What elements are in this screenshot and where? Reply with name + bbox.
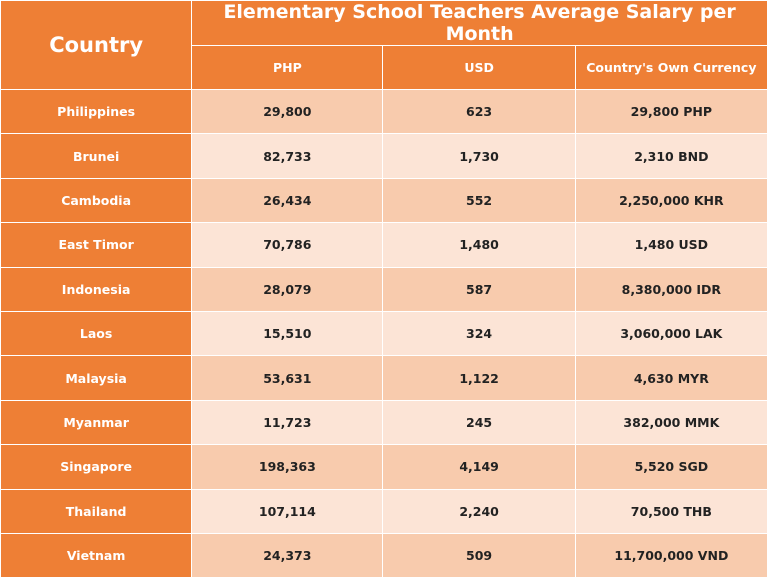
country-header: Country [0, 0, 193, 90]
country-cell: Myanmar [0, 399, 193, 446]
table-row: Indonesia 28,079 587 8,380,000 IDR [0, 266, 768, 312]
php-cell: 70,786 [191, 222, 384, 268]
table-row: Brunei 82,733 1,730 2,310 BND [0, 133, 768, 179]
country-cell: Indonesia [0, 266, 193, 312]
header-row: Country Elementary School Teachers Avera… [0, 0, 768, 90]
usd-cell: 4,149 [382, 444, 576, 490]
own-currency-cell: 1,480 USD [574, 222, 768, 268]
php-cell: 24,373 [191, 532, 384, 578]
country-cell: Cambodia [0, 177, 193, 224]
table-row: Vietnam 24,373 509 11,700,000 VND [0, 532, 768, 578]
usd-column-header: USD [382, 45, 576, 90]
own-currency-cell: 3,060,000 LAK [574, 310, 768, 357]
table-title: Elementary School Teachers Average Salar… [191, 0, 768, 46]
table-row: Cambodia 26,434 552 2,250,000 KHR [0, 177, 768, 224]
usd-cell: 509 [382, 532, 576, 578]
table-row: Singapore 198,363 4,149 5,520 SGD [0, 444, 768, 490]
php-cell: 198,363 [191, 444, 384, 490]
php-cell: 29,800 [191, 88, 384, 135]
usd-cell: 552 [382, 177, 576, 224]
subheader-row: PHP USD Country's Own Currency [1, 45, 768, 90]
own-currency-cell: 29,800 PHP [574, 88, 768, 135]
own-currency-cell: 11,700,000 VND [574, 532, 768, 578]
usd-cell: 1,122 [382, 355, 576, 401]
country-cell: Thailand [0, 488, 193, 534]
table-row: Myanmar 11,723 245 382,000 MMK [0, 399, 768, 446]
php-cell: 28,079 [191, 266, 384, 312]
country-cell: Vietnam [0, 532, 193, 578]
php-cell: 15,510 [191, 310, 384, 357]
own-currency-cell: 2,310 BND [574, 133, 768, 179]
php-cell: 53,631 [191, 355, 384, 401]
usd-cell: 1,730 [382, 133, 576, 179]
country-cell: Philippines [0, 88, 193, 135]
usd-cell: 587 [382, 266, 576, 312]
usd-cell: 324 [382, 310, 576, 357]
table-row: Thailand 107,114 2,240 70,500 THB [0, 488, 768, 534]
own-currency-cell: 70,500 THB [574, 488, 768, 534]
country-cell: Malaysia [0, 355, 193, 401]
usd-cell: 245 [382, 399, 576, 446]
table-row: Laos 15,510 324 3,060,000 LAK [0, 310, 768, 357]
own-currency-cell: 2,250,000 KHR [574, 177, 768, 224]
own-currency-cell: 8,380,000 IDR [574, 266, 768, 312]
country-cell: East Timor [0, 222, 193, 268]
usd-cell: 1,480 [382, 222, 576, 268]
own-currency-cell: 5,520 SGD [574, 444, 768, 490]
php-cell: 107,114 [191, 488, 384, 534]
own-currency-cell: 382,000 MMK [574, 399, 768, 446]
country-cell: Laos [0, 310, 193, 357]
usd-cell: 2,240 [382, 488, 576, 534]
own-currency-column-header: Country's Own Currency [574, 45, 768, 90]
table-row: East Timor 70,786 1,480 1,480 USD [0, 222, 768, 268]
php-column-header: PHP [191, 45, 384, 90]
table-row: Malaysia 53,631 1,122 4,630 MYR [0, 355, 768, 401]
usd-cell: 623 [382, 88, 576, 135]
php-cell: 82,733 [191, 133, 384, 179]
country-cell: Singapore [0, 444, 193, 490]
country-cell: Brunei [0, 133, 193, 179]
table-row: Philippines 29,800 623 29,800 PHP [0, 88, 768, 135]
php-cell: 11,723 [191, 399, 384, 446]
php-cell: 26,434 [191, 177, 384, 224]
own-currency-cell: 4,630 MYR [574, 355, 768, 401]
